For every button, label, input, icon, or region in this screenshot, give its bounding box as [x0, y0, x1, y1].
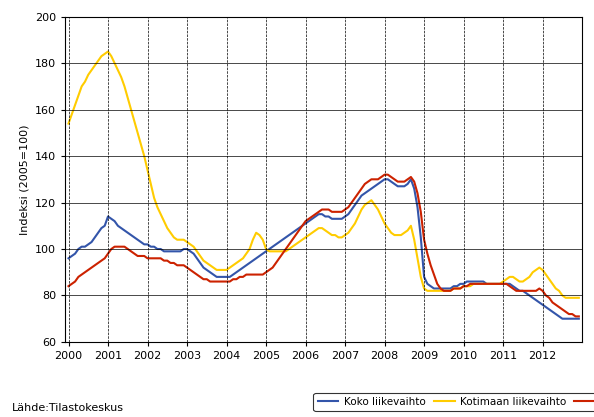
Line: Vientiliikevaihto: Vientiliikevaihto [68, 175, 579, 317]
Koko liikevaihto [256, 254, 263, 259]
Line: Koko liikevaihto: Koko liikevaihto [68, 179, 579, 319]
Kotimaan liikevaihto [371, 202, 378, 207]
Kotimaan liikevaihto [480, 281, 487, 286]
Kotimaan liikevaihto [65, 121, 72, 126]
Vientiliikevaihto [65, 284, 72, 289]
Koko liikevaihto [480, 279, 487, 284]
Kotimaan liikevaihto [105, 49, 112, 54]
Koko liikevaihto [381, 177, 388, 182]
Kotimaan liikevaihto [259, 237, 266, 242]
Kotimaan liikevaihto [279, 249, 286, 254]
Vientiliikevaihto [480, 281, 487, 286]
Kotimaan liikevaihto [197, 254, 204, 259]
Koko liikevaihto [559, 316, 566, 321]
Vientiliikevaihto [381, 172, 388, 177]
Kotimaan liikevaihto [421, 286, 428, 291]
Vientiliikevaihto [256, 272, 263, 277]
Kotimaan liikevaihto [562, 295, 569, 300]
Vientiliikevaihto [575, 314, 582, 319]
Vientiliikevaihto [572, 314, 579, 319]
Vientiliikevaihto [276, 256, 283, 261]
Koko liikevaihto [65, 256, 72, 261]
Koko liikevaihto [575, 316, 582, 321]
Kotimaan liikevaihto [575, 295, 582, 300]
Vientiliikevaihto [193, 272, 200, 277]
Legend: Koko liikevaihto, Kotimaan liikevaihto, Vientiliikevaihto: Koko liikevaihto, Kotimaan liikevaihto, … [314, 393, 594, 411]
Vientiliikevaihto [421, 237, 428, 242]
Koko liikevaihto [368, 186, 375, 191]
Line: Kotimaan liikevaihto: Kotimaan liikevaihto [68, 52, 579, 298]
Y-axis label: Indeksi (2005=100): Indeksi (2005=100) [20, 124, 30, 234]
Text: Lähde:Tilastokeskus: Lähde:Tilastokeskus [12, 403, 124, 413]
Koko liikevaihto [193, 256, 200, 261]
Koko liikevaihto [421, 274, 428, 279]
Vientiliikevaihto [368, 177, 375, 182]
Koko liikevaihto [276, 239, 283, 244]
